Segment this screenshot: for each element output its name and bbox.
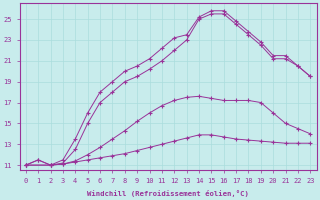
X-axis label: Windchill (Refroidissement éolien,°C): Windchill (Refroidissement éolien,°C) [87,190,249,197]
